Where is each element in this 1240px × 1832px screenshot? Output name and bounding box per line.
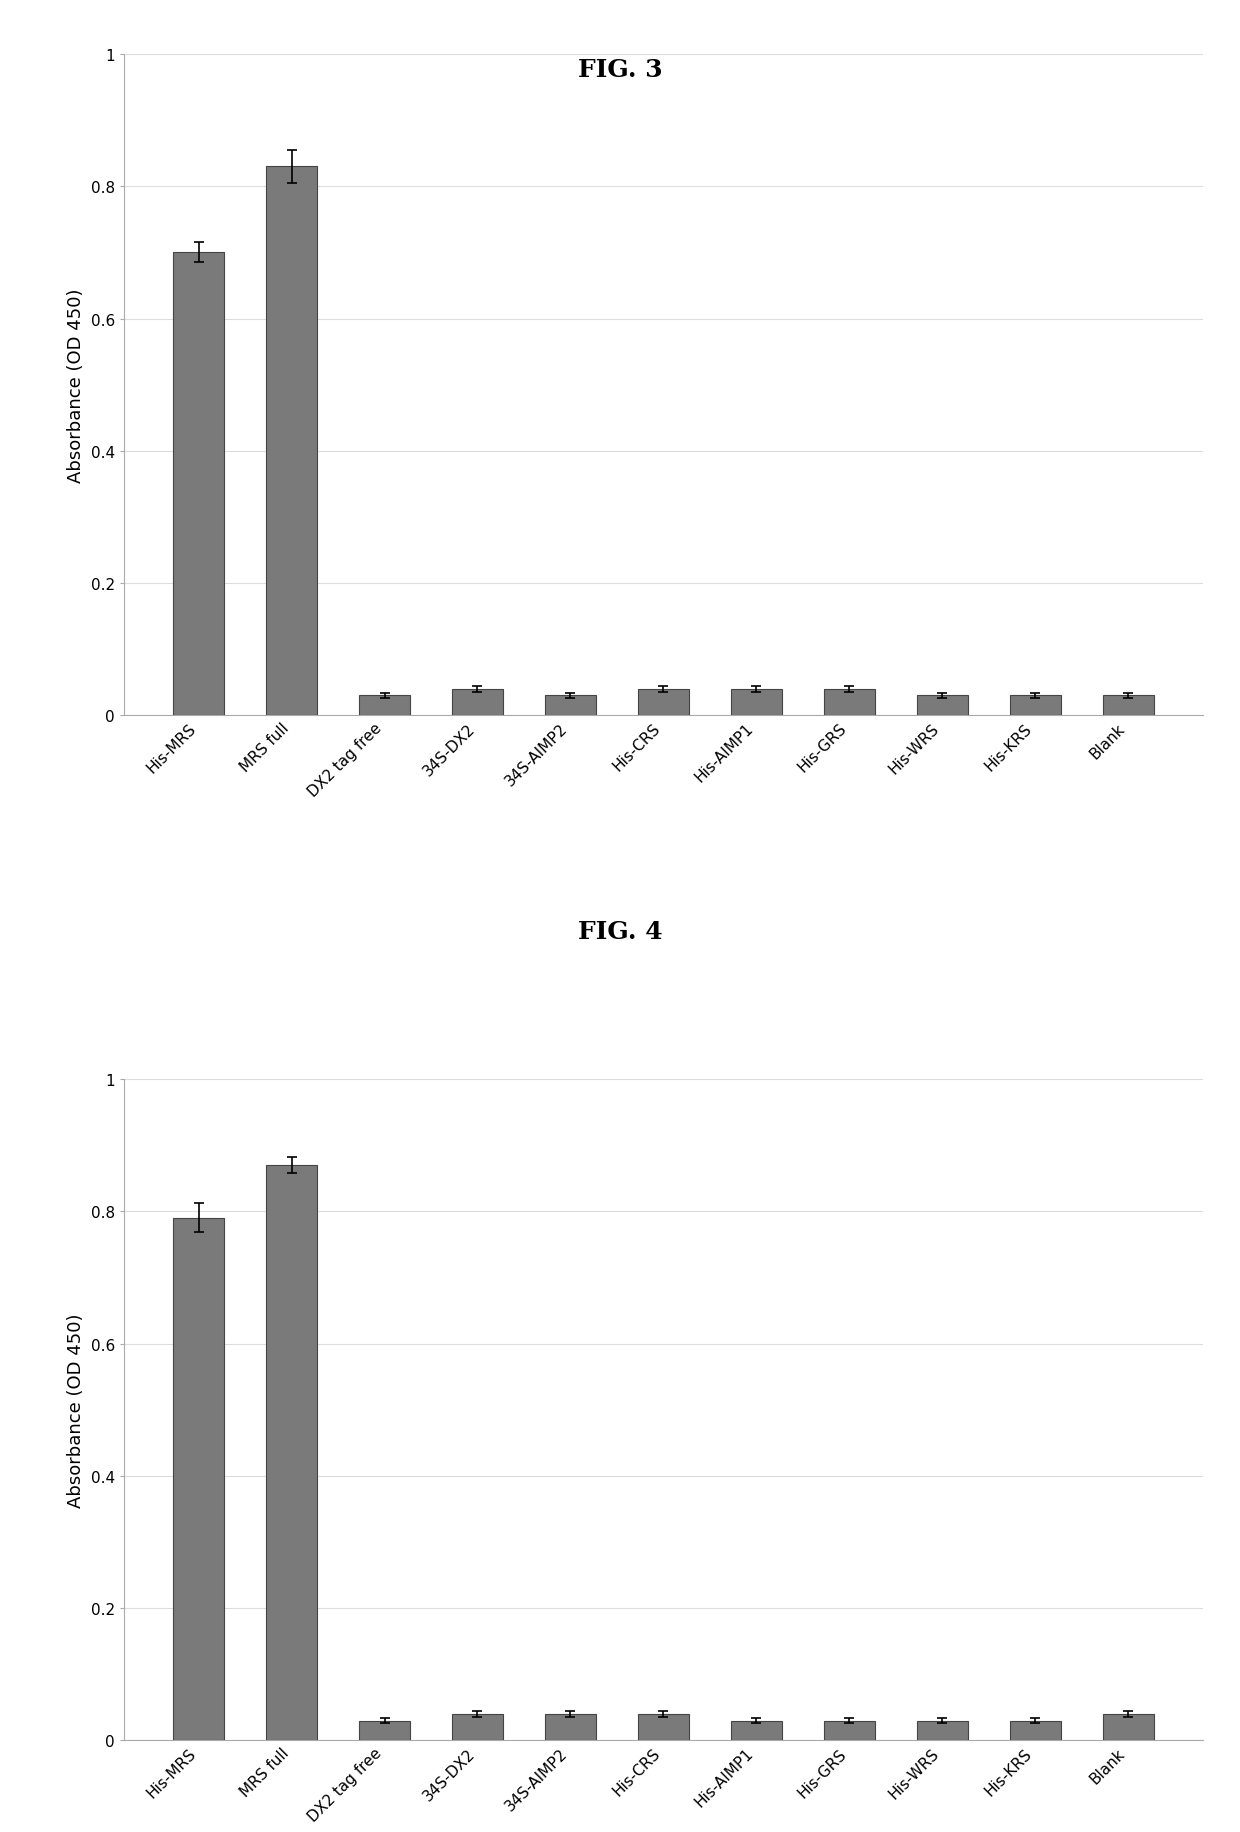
Bar <box>358 696 410 716</box>
Y-axis label: Absorbance (OD 450): Absorbance (OD 450) <box>67 1314 86 1508</box>
Bar <box>730 1720 782 1740</box>
Bar <box>174 1218 224 1740</box>
Bar <box>1102 696 1153 716</box>
Bar <box>730 689 782 716</box>
Bar <box>174 253 224 716</box>
Bar <box>451 689 503 716</box>
Text: FIG. 3: FIG. 3 <box>578 59 662 82</box>
Bar <box>358 1720 410 1740</box>
Bar <box>267 167 317 716</box>
Bar <box>267 1165 317 1740</box>
Bar <box>916 696 968 716</box>
Bar <box>1009 1720 1060 1740</box>
Bar <box>637 689 689 716</box>
Bar <box>823 1720 875 1740</box>
Bar <box>637 1715 689 1740</box>
Text: FIG. 4: FIG. 4 <box>578 920 662 943</box>
Bar <box>451 1715 503 1740</box>
Bar <box>544 696 596 716</box>
Y-axis label: Absorbance (OD 450): Absorbance (OD 450) <box>67 288 86 482</box>
Bar <box>544 1715 596 1740</box>
Bar <box>916 1720 968 1740</box>
Bar <box>823 689 875 716</box>
Bar <box>1102 1715 1153 1740</box>
Bar <box>1009 696 1060 716</box>
